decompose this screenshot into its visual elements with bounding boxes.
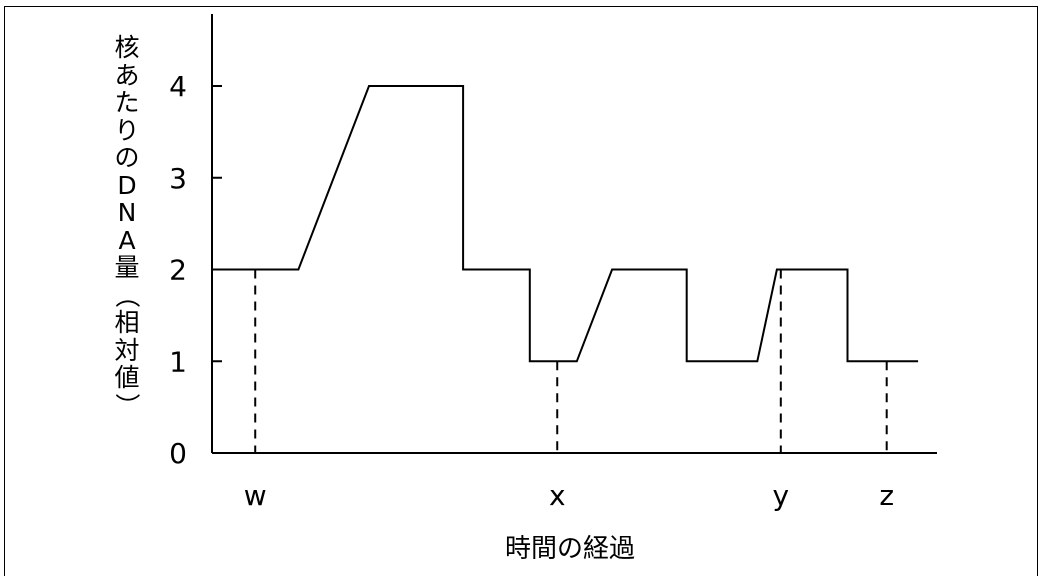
- series-group: [216, 85, 919, 363]
- y-axis-title-char: あ: [114, 60, 140, 90]
- y-axis-title-char: （: [112, 282, 142, 308]
- y-tick-label: 2: [169, 254, 187, 287]
- y-axis-title-char: 量: [114, 253, 140, 282]
- y-axis-title-char: D: [117, 170, 137, 200]
- x-axis-title: 時間の経過: [505, 534, 635, 564]
- y-axis-title-char: 対: [114, 335, 140, 365]
- marker-group: w x y z: [244, 269, 894, 512]
- figure-frame: [4, 6, 1038, 576]
- y-tick-label: 3: [169, 162, 187, 195]
- series-line: [216, 85, 919, 363]
- y-tick-label: 1: [169, 345, 187, 378]
- y-axis-title-char: り: [114, 115, 140, 145]
- marker-z-label: z: [879, 479, 894, 512]
- y-axis-title-char: た: [114, 88, 140, 117]
- y-tick-label: 4: [169, 70, 187, 103]
- y-axis-title-char: ）: [112, 392, 142, 418]
- y-axis-title-char: N: [117, 198, 137, 227]
- y-axis-title-char: A: [118, 225, 136, 255]
- y-tick-group: 0 1 2 3 4: [169, 70, 222, 470]
- y-axis-title-char: 核: [114, 33, 140, 62]
- y-axis-title-char: の: [114, 143, 140, 172]
- y-tick-label: 0: [169, 437, 187, 470]
- chart-axes: [211, 14, 937, 454]
- y-axis-title-char: 相: [114, 308, 140, 337]
- marker-x-label: x: [549, 479, 566, 512]
- y-axis-title-char: 値: [114, 363, 140, 392]
- marker-y-label: y: [773, 479, 790, 512]
- marker-w-label: w: [244, 479, 267, 512]
